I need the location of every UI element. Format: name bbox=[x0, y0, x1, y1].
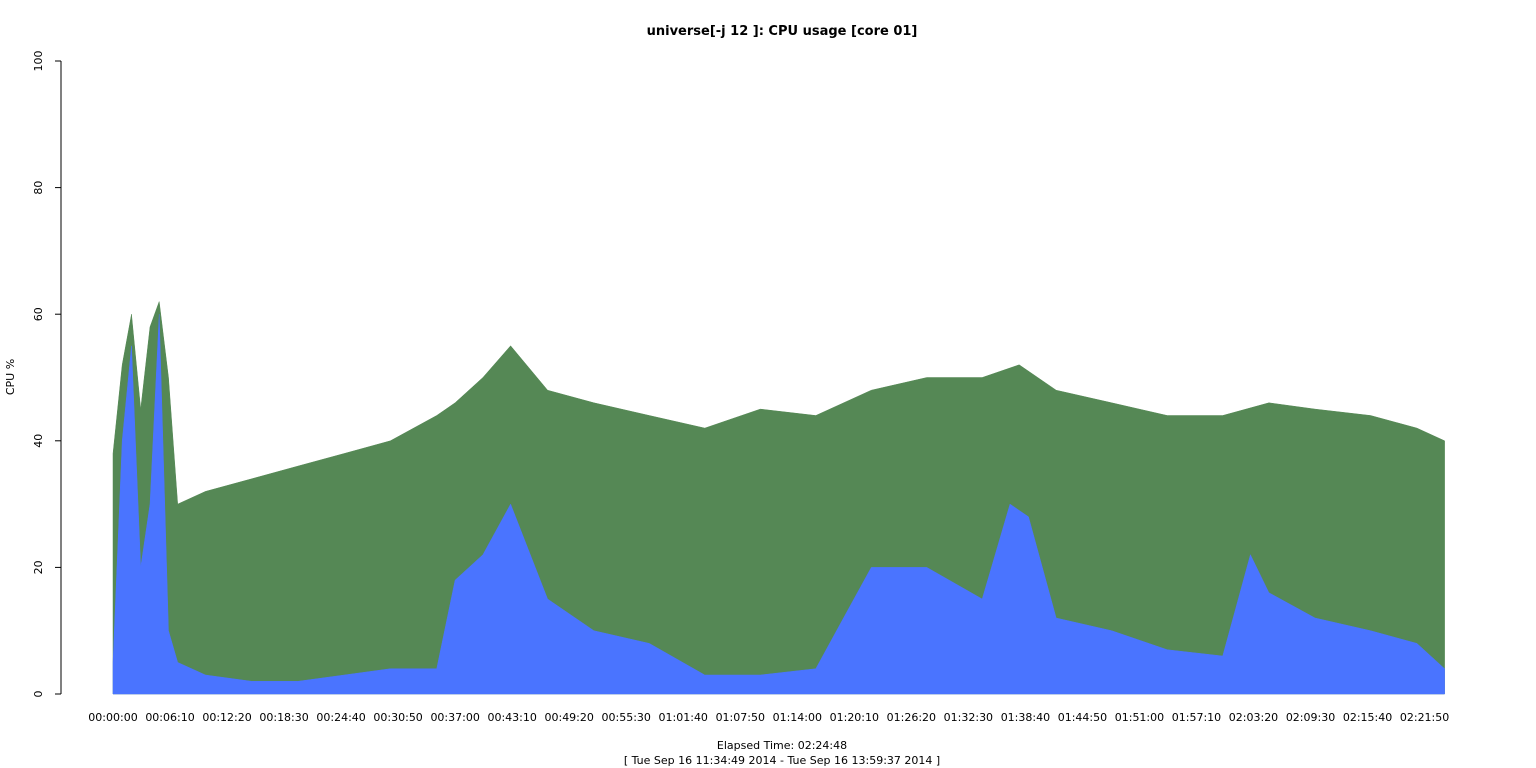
x-tick-label: 00:30:50 bbox=[373, 711, 422, 724]
x-tick-label: 00:24:40 bbox=[316, 711, 365, 724]
x-axis: 00:00:00 00:06:10 00:12:20 00:18:30 00:24:40… bbox=[88, 711, 1449, 724]
x-tick-label: 00:06:10 bbox=[145, 711, 194, 724]
cpu-series-area-secondary bbox=[112, 314, 1445, 695]
x-tick-label: 01:38:40 bbox=[1001, 711, 1050, 724]
x-tick-label: 00:12:20 bbox=[202, 711, 251, 724]
y-tick-label: 60 bbox=[32, 307, 45, 321]
y-tick-label: 80 bbox=[32, 181, 45, 195]
x-tick-label: 02:09:30 bbox=[1286, 711, 1335, 724]
cpu-series-area bbox=[112, 301, 1445, 695]
x-tick-label: 00:55:30 bbox=[602, 711, 651, 724]
x-tick-label: 01:44:50 bbox=[1058, 711, 1107, 724]
x-tick-label: 01:32:30 bbox=[944, 711, 993, 724]
x-tick-label: 00:49:20 bbox=[544, 711, 593, 724]
x-tick-label: 02:21:50 bbox=[1400, 711, 1449, 724]
x-axis-sublabel: [ Tue Sep 16 11:34:49 2014 - Tue Sep 16 … bbox=[624, 754, 940, 767]
x-tick-label: 01:20:10 bbox=[830, 711, 879, 724]
x-tick-label: 01:57:10 bbox=[1172, 711, 1221, 724]
x-tick-label: 01:26:20 bbox=[887, 711, 936, 724]
x-tick-label: 00:43:10 bbox=[487, 711, 536, 724]
x-tick-label: 00:18:30 bbox=[259, 711, 308, 724]
x-tick-label: 01:01:40 bbox=[659, 711, 708, 724]
x-tick-label: 01:07:50 bbox=[716, 711, 765, 724]
y-tick-label: 20 bbox=[32, 560, 45, 574]
chart-title: universe[-j 12 ]: CPU usage [core 01] bbox=[647, 24, 918, 39]
y-tick-label: 100 bbox=[32, 51, 45, 72]
y-tick-label: 0 bbox=[32, 691, 45, 698]
y-tick-label: 40 bbox=[32, 434, 45, 448]
y-axis-label: CPU % bbox=[4, 359, 17, 395]
x-tick-label: 02:03:20 bbox=[1229, 711, 1278, 724]
x-tick-label: 02:15:40 bbox=[1343, 711, 1392, 724]
x-axis-label: Elapsed Time: 02:24:48 bbox=[717, 739, 847, 752]
x-tick-label: 00:00:00 bbox=[88, 711, 137, 724]
plot-area bbox=[112, 301, 1445, 695]
y-axis: 0 20 40 60 80 100 bbox=[32, 51, 62, 698]
x-tick-label: 01:51:00 bbox=[1115, 711, 1164, 724]
x-tick-label: 00:37:00 bbox=[430, 711, 479, 724]
x-tick-label: 01:14:00 bbox=[773, 711, 822, 724]
